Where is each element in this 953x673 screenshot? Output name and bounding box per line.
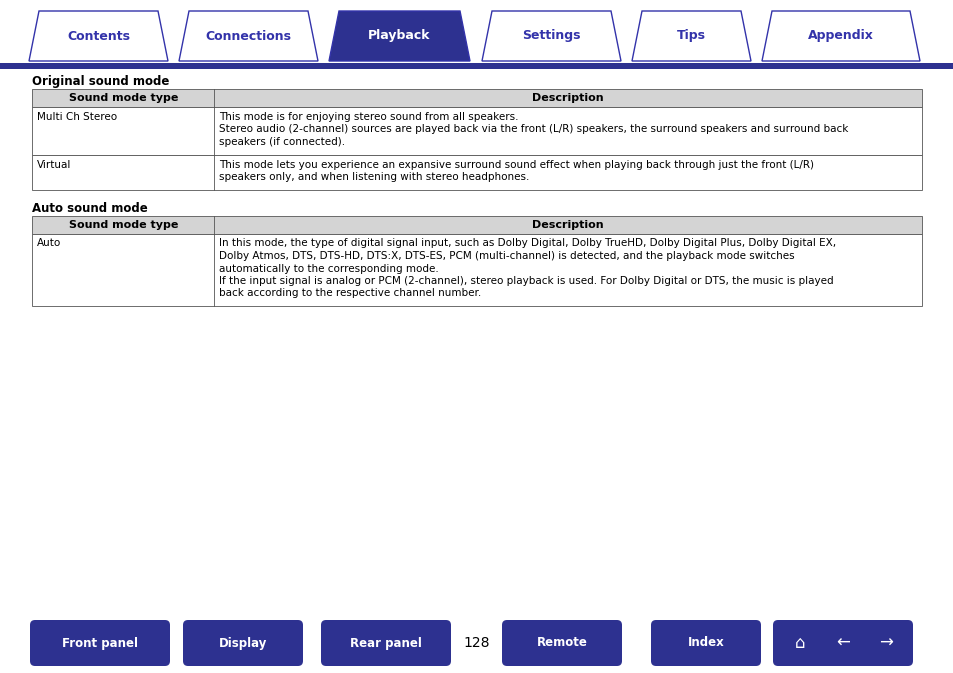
FancyBboxPatch shape xyxy=(772,620,826,666)
Text: Description: Description xyxy=(532,93,603,103)
Polygon shape xyxy=(481,11,620,61)
Text: Dolby Atmos, DTS, DTS-HD, DTS:X, DTS-ES, PCM (multi-channel) is detected, and th: Dolby Atmos, DTS, DTS-HD, DTS:X, DTS-ES,… xyxy=(219,251,794,261)
Bar xyxy=(32,215,921,234)
Text: Virtual: Virtual xyxy=(37,160,71,170)
Text: In this mode, the type of digital signal input, such as Dolby Digital, Dolby Tru: In this mode, the type of digital signal… xyxy=(219,238,836,248)
Text: Settings: Settings xyxy=(521,30,580,42)
Text: Auto sound mode: Auto sound mode xyxy=(32,201,148,215)
Text: Original sound mode: Original sound mode xyxy=(32,75,170,88)
Bar xyxy=(32,234,921,306)
Text: Sound mode type: Sound mode type xyxy=(69,219,177,229)
Text: This mode lets you experience an expansive surround sound effect when playing ba: This mode lets you experience an expansi… xyxy=(219,160,814,170)
FancyBboxPatch shape xyxy=(30,620,170,666)
Text: Sound mode type: Sound mode type xyxy=(69,93,177,103)
Bar xyxy=(0,63,953,69)
Text: This mode is for enjoying stereo sound from all speakers.: This mode is for enjoying stereo sound f… xyxy=(219,112,518,122)
Text: speakers only, and when listening with stereo headphones.: speakers only, and when listening with s… xyxy=(219,172,529,182)
Text: Front panel: Front panel xyxy=(62,637,138,649)
Text: ⌂: ⌂ xyxy=(794,634,804,652)
Bar xyxy=(32,155,921,190)
Text: Multi Ch Stereo: Multi Ch Stereo xyxy=(37,112,117,122)
FancyBboxPatch shape xyxy=(650,620,760,666)
Text: Rear panel: Rear panel xyxy=(350,637,421,649)
Text: Appendix: Appendix xyxy=(807,30,873,42)
Text: Remote: Remote xyxy=(536,637,587,649)
Text: Tips: Tips xyxy=(677,30,705,42)
Text: Index: Index xyxy=(687,637,723,649)
Text: 128: 128 xyxy=(463,636,490,650)
Text: Contents: Contents xyxy=(67,30,130,42)
Text: Playback: Playback xyxy=(368,30,431,42)
Bar xyxy=(32,107,921,155)
Text: Stereo audio (2-channel) sources are played back via the front (L/R) speakers, t: Stereo audio (2-channel) sources are pla… xyxy=(219,125,848,135)
Text: →: → xyxy=(878,634,892,652)
Text: ←: ← xyxy=(835,634,849,652)
Text: back according to the respective channel number.: back according to the respective channel… xyxy=(219,289,481,299)
FancyBboxPatch shape xyxy=(858,620,912,666)
Text: Display: Display xyxy=(218,637,267,649)
Bar xyxy=(32,89,921,107)
Polygon shape xyxy=(761,11,919,61)
FancyBboxPatch shape xyxy=(815,620,869,666)
FancyBboxPatch shape xyxy=(183,620,303,666)
Text: Description: Description xyxy=(532,219,603,229)
Text: speakers (if connected).: speakers (if connected). xyxy=(219,137,345,147)
Text: Connections: Connections xyxy=(205,30,292,42)
Text: Auto: Auto xyxy=(37,238,61,248)
Polygon shape xyxy=(329,11,470,61)
Polygon shape xyxy=(179,11,317,61)
Polygon shape xyxy=(631,11,750,61)
Polygon shape xyxy=(29,11,168,61)
Text: If the input signal is analog or PCM (2-channel), stereo playback is used. For D: If the input signal is analog or PCM (2-… xyxy=(219,276,833,286)
FancyBboxPatch shape xyxy=(501,620,621,666)
Text: automatically to the corresponding mode.: automatically to the corresponding mode. xyxy=(219,264,438,273)
FancyBboxPatch shape xyxy=(320,620,451,666)
